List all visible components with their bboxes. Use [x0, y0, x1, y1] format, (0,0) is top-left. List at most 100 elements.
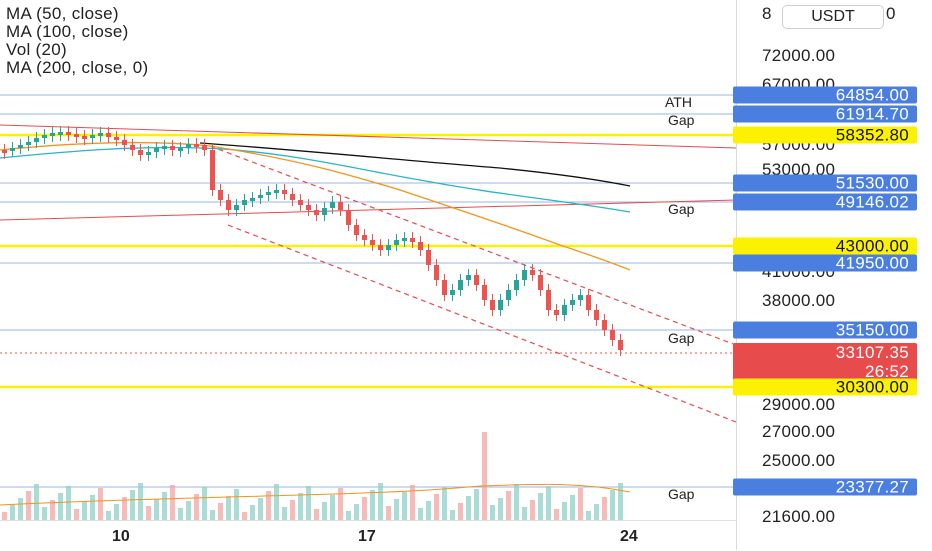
level-label[interactable]: 30300.00	[733, 378, 917, 396]
volume-bar	[74, 509, 79, 520]
candle-body	[178, 148, 183, 151]
candle-body	[602, 320, 607, 330]
candle-body	[370, 240, 375, 245]
volume-bar	[610, 490, 615, 520]
volume-bar	[26, 491, 31, 520]
candle-body	[450, 290, 455, 295]
volume-bar	[66, 486, 71, 520]
volume-bar	[98, 488, 103, 520]
candle-body	[514, 280, 519, 290]
candle-body	[186, 144, 191, 148]
level-label[interactable]: 49146.02	[733, 193, 917, 211]
volume-bar	[362, 497, 367, 520]
level-label[interactable]: 58352.80	[733, 126, 917, 144]
level-label[interactable]: 23377.27	[733, 478, 917, 496]
candle-body	[282, 190, 287, 194]
candle-body	[50, 133, 55, 136]
price-tick: 21600.00	[762, 507, 836, 526]
candle-body	[490, 300, 495, 310]
level-label[interactable]: 51530.00	[733, 174, 917, 192]
ma200-line	[199, 142, 631, 187]
volume-bar	[522, 507, 527, 520]
volume-bar	[210, 510, 215, 520]
volume-bar	[178, 508, 183, 520]
volume-bar	[570, 495, 575, 520]
level-label[interactable]: 61914.70	[733, 105, 917, 123]
volume-bar	[578, 488, 583, 520]
candle-body	[578, 295, 583, 300]
volume-bar	[218, 503, 223, 520]
volume-bar	[538, 493, 543, 520]
volume-bar	[562, 502, 567, 520]
candle-body	[298, 200, 303, 205]
candle-body	[386, 245, 391, 250]
volume-bar	[442, 487, 447, 520]
volume-bar	[514, 484, 519, 520]
channel-lower	[227, 224, 736, 423]
legend-ma50[interactable]: MA (50, close)	[6, 4, 119, 23]
candle-body	[442, 280, 447, 295]
candlestick-chart[interactable]	[0, 0, 736, 520]
volume-bar	[194, 494, 199, 520]
ath-tag: ATH	[665, 94, 692, 110]
candle-body	[482, 285, 487, 300]
price-tick: 25000.00	[762, 451, 836, 470]
volume-bar	[146, 506, 151, 520]
candle-body	[74, 134, 79, 137]
candle-body	[226, 200, 231, 210]
candle-body	[586, 295, 591, 310]
gap-tag: Gap	[668, 112, 695, 128]
candle-body	[98, 133, 103, 136]
volume-bar	[426, 501, 431, 520]
chart-pane[interactable]	[0, 0, 736, 520]
candle-body	[154, 148, 159, 152]
volume-bar	[490, 505, 495, 520]
legend-ma200[interactable]: MA (200, close, 0)	[6, 58, 149, 77]
candle-countdown: 26:52	[864, 362, 909, 381]
volume-bar	[258, 498, 263, 520]
level-label[interactable]: 41950.00	[733, 254, 917, 272]
currency-button[interactable]: USDT	[782, 5, 884, 29]
volume-bar	[458, 503, 463, 520]
time-tick: 17	[358, 528, 376, 545]
level-label[interactable]: 64854.00	[733, 86, 917, 104]
volume-bar	[202, 487, 207, 520]
legend-ma100[interactable]: MA (100, close)	[6, 22, 129, 41]
candle-body	[474, 275, 479, 285]
candle-body	[210, 150, 215, 190]
volume-bar	[282, 507, 287, 520]
volume-bar	[474, 489, 479, 520]
volume-bar	[306, 486, 311, 520]
candle-body	[114, 137, 119, 140]
candle-body	[234, 205, 239, 210]
volume-bar	[394, 499, 399, 520]
current-price-value: 33107.35	[835, 343, 909, 362]
candle-body	[130, 145, 135, 150]
candle-body	[554, 310, 559, 315]
volume-bar	[410, 485, 415, 520]
volume-bar	[34, 484, 39, 520]
candle-body	[402, 238, 407, 241]
volume-bar	[2, 512, 7, 520]
price-tick: 38000.00	[762, 291, 836, 310]
candle-body	[426, 250, 431, 265]
level-label[interactable]: 43000.00	[733, 237, 917, 255]
candle-body	[618, 340, 623, 350]
volume-bar	[546, 486, 551, 520]
current-price-label[interactable]: 33107.35 26:52	[733, 343, 917, 383]
time-axis[interactable]	[0, 520, 736, 551]
candle-body	[34, 138, 39, 142]
candle-body	[362, 235, 367, 240]
candle-body	[466, 275, 471, 280]
volume-bar	[322, 502, 327, 520]
volume-bar	[242, 512, 247, 520]
candle-body	[434, 265, 439, 280]
time-tick: 10	[112, 528, 130, 545]
level-label[interactable]: 35150.00	[733, 321, 917, 339]
candle-body	[218, 190, 223, 200]
volume-bar	[386, 506, 391, 520]
legend-volume[interactable]: Vol (20)	[6, 40, 67, 59]
volume-bar	[434, 494, 439, 520]
gap-tag: Gap	[668, 486, 695, 502]
candle-body	[18, 145, 23, 148]
